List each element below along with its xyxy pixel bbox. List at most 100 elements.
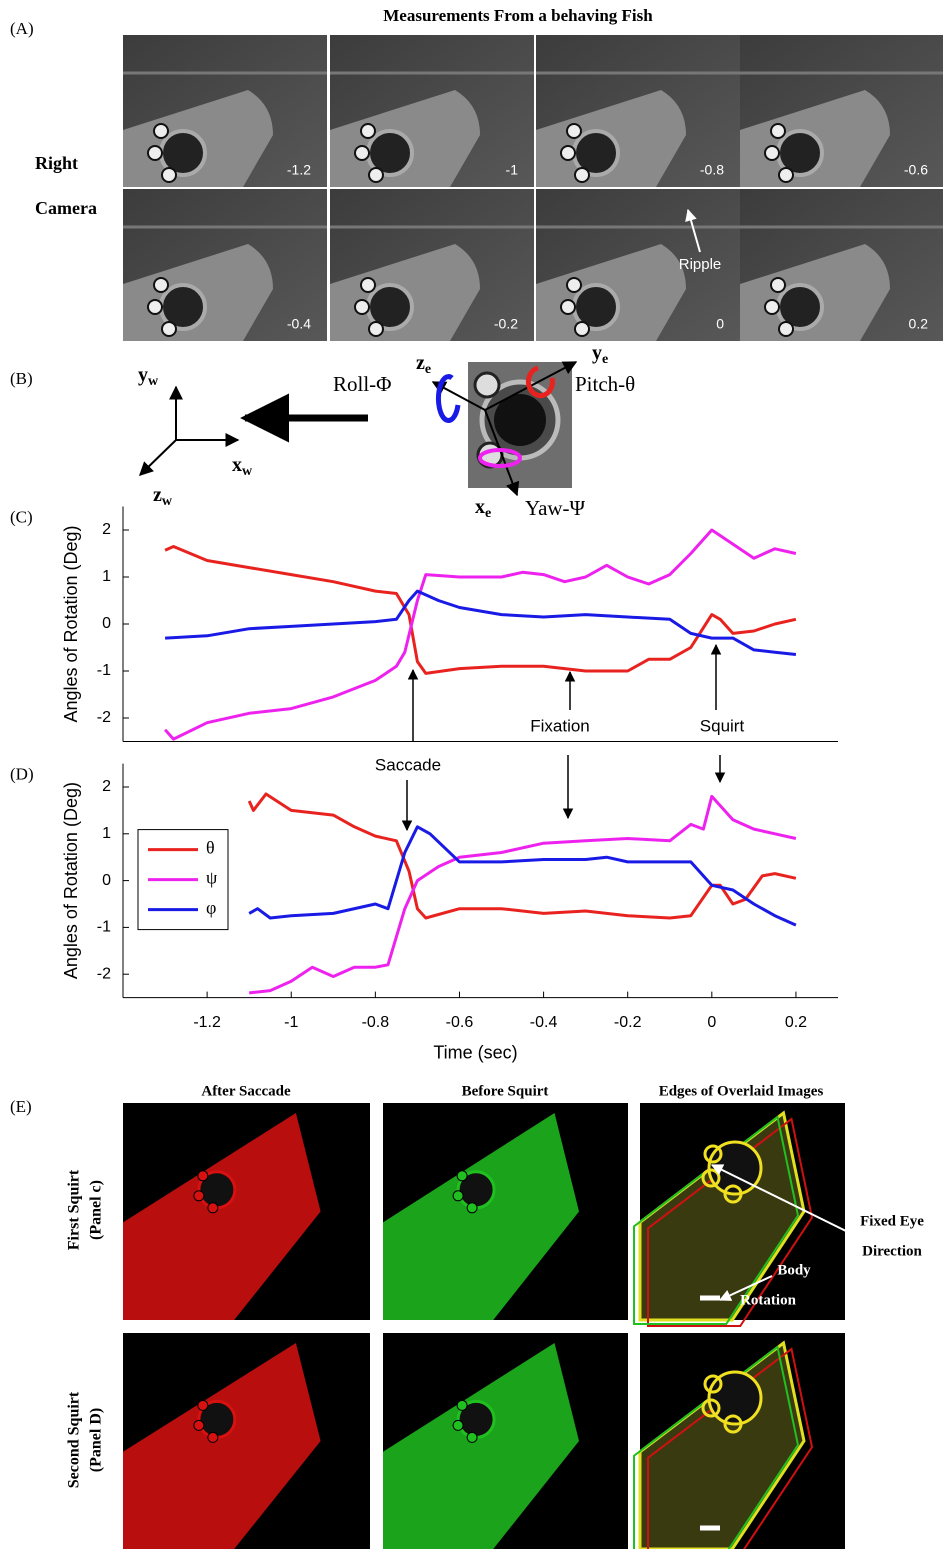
column-header: After Saccade — [201, 1083, 291, 1099]
note: Fixed Eye — [860, 1213, 924, 1229]
row-label: Camera — [35, 198, 97, 218]
y-tick-label: 1 — [102, 568, 111, 585]
x-tick-label: -0.2 — [614, 1014, 642, 1031]
row-label: (Panel D) — [88, 1408, 105, 1472]
eye-marker — [779, 322, 793, 336]
eye-marker — [575, 168, 589, 182]
y-tick-label: -2 — [97, 709, 111, 726]
note: Direction — [862, 1243, 922, 1259]
figure: (A) Measurements From a behaving Fish Ri… — [0, 0, 943, 1549]
y-tick-label: 2 — [102, 778, 111, 795]
eye-marker — [198, 1171, 208, 1181]
eye-marker — [355, 300, 369, 314]
panel-label: (D) — [10, 765, 34, 784]
rotation-label: Roll-Φ — [333, 372, 392, 396]
eye-marker — [567, 124, 581, 138]
series-line — [249, 796, 796, 993]
x-tick-label: -0.6 — [446, 1014, 474, 1031]
x-axis-label: Time (sec) — [433, 1042, 517, 1062]
y-axis-label: Angles of Rotation (Deg) — [61, 782, 81, 979]
frame-time: -0.6 — [904, 162, 928, 178]
eye-marker — [453, 1420, 463, 1430]
annotation-arrows — [407, 645, 720, 830]
axis-symbol: zw — [153, 484, 173, 510]
legend-label: φ — [206, 898, 216, 918]
world-axes — [140, 387, 238, 475]
panel-label: (B) — [10, 369, 33, 388]
x-tick-label: -0.8 — [362, 1014, 390, 1031]
eye-marker — [771, 124, 785, 138]
eye-marker — [567, 278, 581, 292]
column-header: Edges of Overlaid Images — [659, 1083, 824, 1099]
eye-marker — [148, 146, 162, 160]
frame-time: 0 — [716, 316, 724, 332]
y-tick-label: 2 — [102, 521, 111, 538]
eye-marker — [194, 1191, 204, 1201]
axis-symbol: ye — [592, 342, 608, 368]
axis-symbol: ze — [416, 352, 431, 378]
x-tick-label: 0.2 — [785, 1014, 807, 1031]
panel-label: (E) — [10, 1097, 32, 1116]
frame-time: -1.2 — [287, 162, 311, 178]
eye-marker — [208, 1432, 218, 1442]
eye-marker — [453, 1191, 463, 1201]
legend-label: θ — [206, 838, 215, 858]
row-label: Second Squirt — [66, 1391, 83, 1488]
y-tick-label: -1 — [97, 919, 111, 936]
x-tick-label: -1.2 — [193, 1014, 221, 1031]
eye-marker — [369, 168, 383, 182]
frame-time: -0.4 — [287, 316, 311, 332]
eye-marker — [198, 1400, 208, 1410]
x-tick-label: -1 — [284, 1014, 298, 1031]
ripple-label: Ripple — [679, 256, 722, 273]
eye-marker — [575, 322, 589, 336]
eye-marker — [154, 278, 168, 292]
y-tick-label: -2 — [97, 965, 111, 982]
eye-marker — [194, 1420, 204, 1430]
panel-title: Measurements From a behaving Fish — [383, 6, 653, 25]
eye-marker — [457, 1400, 467, 1410]
axis-symbol: xw — [232, 454, 253, 480]
frame-time: -0.8 — [700, 162, 724, 178]
column-header: Before Squirt — [462, 1083, 549, 1099]
eye-marker — [779, 168, 793, 182]
row-label: First Squirt — [66, 1169, 83, 1250]
roll-arrow — [438, 377, 458, 421]
y-tick-label: 1 — [102, 825, 111, 842]
eye-marker — [561, 300, 575, 314]
video-frames — [123, 35, 943, 341]
eye-image — [468, 362, 572, 488]
axis-symbol: xe — [475, 496, 491, 522]
eye-marker — [162, 322, 176, 336]
eye-marker — [467, 1432, 477, 1442]
row-label: (Panel c) — [88, 1180, 105, 1240]
annotation: Saccade — [375, 755, 441, 774]
rotation-label: Pitch-θ — [575, 372, 635, 396]
eye-marker — [162, 168, 176, 182]
eye-marker — [561, 146, 575, 160]
eye-marker — [765, 300, 779, 314]
x-tick-label: 0 — [707, 1014, 716, 1031]
overlay-images — [123, 1103, 845, 1549]
axis-symbol: yw — [138, 364, 159, 390]
row-label: Right — [35, 153, 78, 173]
y-tick-label: -1 — [97, 662, 111, 679]
note: Rotation — [740, 1292, 796, 1308]
legend-label: ψ — [206, 868, 218, 888]
eye-marker — [361, 278, 375, 292]
note: Body — [777, 1262, 811, 1278]
eye-marker — [208, 1203, 218, 1213]
y-tick-label: 0 — [102, 615, 111, 632]
eye-marker — [765, 146, 779, 160]
eye-marker — [369, 322, 383, 336]
x-tick-label: -0.4 — [530, 1014, 558, 1031]
rotation-label: Yaw-Ψ — [525, 496, 586, 520]
eye-marker — [154, 124, 168, 138]
annotation: Squirt — [700, 716, 745, 735]
eye-marker — [361, 124, 375, 138]
frame-time: -1 — [506, 162, 519, 178]
y-axis-label: Angles of Rotation (Deg) — [61, 525, 81, 722]
panel-label: (A) — [10, 19, 34, 38]
eye-marker — [457, 1171, 467, 1181]
eye-marker — [148, 300, 162, 314]
